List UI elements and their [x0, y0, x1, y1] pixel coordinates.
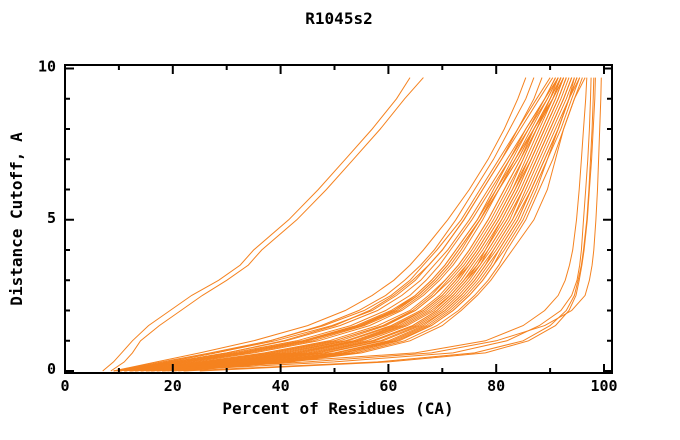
model-curve — [116, 77, 554, 372]
model-curve — [145, 77, 602, 372]
x-tick-label: 60 — [379, 377, 397, 395]
model-curve — [129, 77, 588, 372]
model-curve — [102, 77, 411, 372]
model-curve — [113, 77, 527, 372]
model-curve — [140, 77, 567, 372]
model-curve — [124, 77, 562, 372]
model-curve — [145, 77, 570, 372]
model-curves — [102, 77, 602, 372]
y-tick-label: 5 — [47, 209, 56, 227]
plot-title: R1045s2 — [305, 9, 372, 28]
model-curve — [129, 77, 562, 372]
model-curve — [118, 77, 556, 372]
model-curve — [199, 77, 596, 372]
y-tick-label: 0 — [47, 360, 56, 378]
y-tick-label: 10 — [38, 58, 56, 76]
model-curve — [110, 77, 424, 372]
model-curve — [113, 77, 551, 372]
model-curve — [118, 77, 535, 372]
model-curve — [156, 77, 575, 372]
model-curve — [124, 77, 556, 372]
x-tick-label: 40 — [272, 377, 290, 395]
x-axis-label: Percent of Residues (CA) — [222, 399, 453, 418]
x-tick-labels: 0 20 40 60 80 100 — [60, 377, 617, 395]
axis-ticks — [64, 65, 612, 373]
x-tick-label: 20 — [164, 377, 182, 395]
x-tick-label: 0 — [60, 377, 69, 395]
model-curve — [183, 77, 586, 372]
model-curve — [183, 77, 595, 372]
x-tick-label: 100 — [590, 377, 617, 395]
model-curve — [156, 77, 575, 372]
model-curve — [172, 77, 581, 372]
model-curve — [151, 77, 573, 372]
model-curve — [129, 77, 562, 372]
y-tick-labels: 0 5 10 — [38, 58, 56, 379]
model-curve — [118, 77, 565, 372]
model-curve — [178, 77, 583, 372]
model-curve — [124, 77, 559, 372]
x-tick-label: 80 — [487, 377, 505, 395]
model-curve — [118, 77, 562, 372]
model-curve — [118, 77, 559, 372]
model-curve — [135, 77, 565, 372]
model-curve — [161, 77, 592, 372]
model-curve — [161, 77, 578, 372]
model-curve — [151, 77, 573, 372]
model-curve — [140, 77, 562, 372]
y-axis-label: Distance Cutoff, A — [7, 132, 26, 306]
model-curve — [151, 77, 573, 372]
model-curve — [113, 77, 559, 372]
